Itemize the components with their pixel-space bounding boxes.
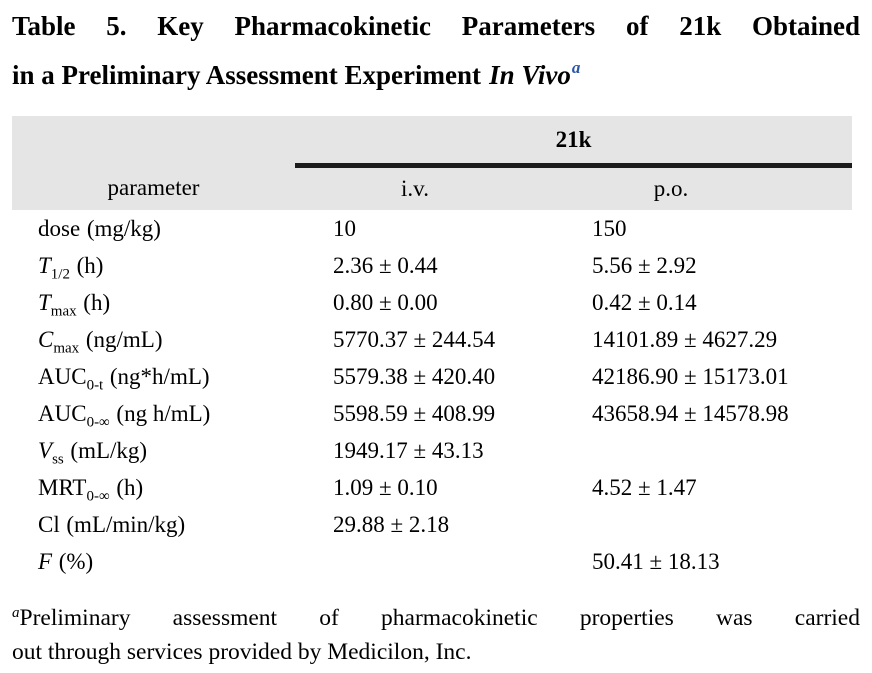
iv-value: 0.80 ± 0.00 — [333, 289, 438, 315]
title-invivo-italic: In Vivo — [489, 60, 571, 90]
po-value: 14101.89 ± 4627.29 — [592, 326, 778, 352]
column-header-row: parameter i.v. p.o. — [12, 165, 853, 210]
iv-value: 10 — [333, 215, 356, 241]
table-row-dose: dose (mg/kg) 10 150 — [12, 210, 852, 247]
header-corner-cell — [12, 116, 295, 166]
iv-value: 29.88 ± 2.18 — [333, 511, 450, 537]
column-header-po: p.o. — [535, 165, 853, 210]
po-value: 5.56 ± 2.92 — [592, 252, 697, 278]
table-row-vss: Vss (mL/kg) 1949.17 ± 43.13 — [12, 432, 852, 469]
po-value: 0.42 ± 0.14 — [592, 289, 697, 315]
table-row-cl: Cl (mL/min/kg) 29.88 ± 2.18 — [12, 506, 852, 543]
table-row-auc0t: AUC0-t (ng*h/mL) 5579.38 ± 420.40 42186.9… — [12, 358, 852, 395]
iv-value: 5579.38 ± 420.40 — [333, 363, 496, 389]
table-row-auc0inf: AUC0-∞ (ng h/mL) 5598.59 ± 408.99 43658.9… — [12, 395, 852, 432]
po-value: 42186.90 ± 15173.01 — [592, 363, 789, 389]
footnote-line2: out through services provided by Medicil… — [12, 639, 472, 665]
table-title-line1: Table 5. Key Pharmacokinetic Parameters … — [12, 11, 860, 41]
parameter-label: Cl (mL/min/kg) — [38, 511, 186, 537]
parameter-label: Cmax (ng/mL) — [38, 326, 163, 357]
footnote-line1: aPreliminary assessment of pharmacokinet… — [12, 605, 860, 631]
pk-table-body: dose (mg/kg) 10 150 T1/2 (h) 2.36 ± 0.44 5… — [12, 210, 852, 580]
iv-value: 5598.59 ± 408.99 — [333, 400, 496, 426]
column-header-parameter: parameter — [12, 165, 295, 210]
table-row-cmax: Cmax (ng/mL) 5770.37 ± 244.54 14101.89 ± … — [12, 321, 852, 358]
table-row-t-half: T1/2 (h) 2.36 ± 0.44 5.56 ± 2.92 — [12, 247, 852, 284]
iv-value: 5770.37 ± 244.54 — [333, 326, 496, 352]
table-title: Table 5. Key Pharmacokinetic Parameters … — [12, 6, 860, 96]
table-row-f: F (%) 50.41 ± 18.13 — [12, 543, 852, 580]
table-title-line2: in a Preliminary Assessment Experiment In… — [12, 58, 581, 90]
paper-table-figure: Table 5. Key Pharmacokinetic Parameters … — [0, 6, 872, 673]
table-row-tmax: Tmax (h) 0.80 ± 0.00 0.42 ± 0.14 — [12, 284, 852, 321]
parameter-label: MRT0-∞ (h) — [38, 474, 144, 505]
po-value: 150 — [592, 215, 627, 241]
parameter-label: T1/2 (h) — [38, 252, 104, 283]
po-value: 50.41 ± 18.13 — [592, 548, 720, 574]
po-value — [535, 432, 852, 469]
po-value: 43658.94 ± 14578.98 — [592, 400, 789, 426]
title-footnote-marker: a — [571, 58, 581, 77]
footnote-marker: a — [12, 605, 20, 621]
column-header-iv: i.v. — [295, 165, 535, 210]
parameter-label: F (%) — [38, 548, 94, 574]
column-group-row: 21k — [12, 116, 853, 168]
iv-value: 1.09 ± 0.10 — [333, 474, 438, 500]
table-row-mrt: MRT0-∞ (h) 1.09 ± 0.10 4.52 ± 1.47 — [12, 469, 852, 506]
po-value — [535, 506, 852, 543]
pk-table: 21k parameter i.v. p.o. dose (mg/kg) 10 1… — [12, 116, 853, 580]
iv-value — [295, 543, 535, 580]
parameter-label: Vss (mL/kg) — [38, 437, 148, 468]
po-value: 4.52 ± 1.47 — [592, 474, 697, 500]
parameter-label: AUC0-∞ (ng h/mL) — [38, 400, 211, 431]
parameter-label: AUC0-t (ng*h/mL) — [38, 363, 210, 394]
column-group-header: 21k — [295, 116, 853, 168]
parameter-label: dose (mg/kg) — [38, 215, 161, 241]
parameter-label: Tmax (h) — [38, 289, 111, 320]
pk-table-header: 21k parameter i.v. p.o. — [12, 116, 853, 210]
iv-value: 1949.17 ± 43.13 — [333, 437, 484, 463]
table-footnote: aPreliminary assessment of pharmacokinet… — [12, 596, 860, 669]
iv-value: 2.36 ± 0.44 — [333, 252, 438, 278]
